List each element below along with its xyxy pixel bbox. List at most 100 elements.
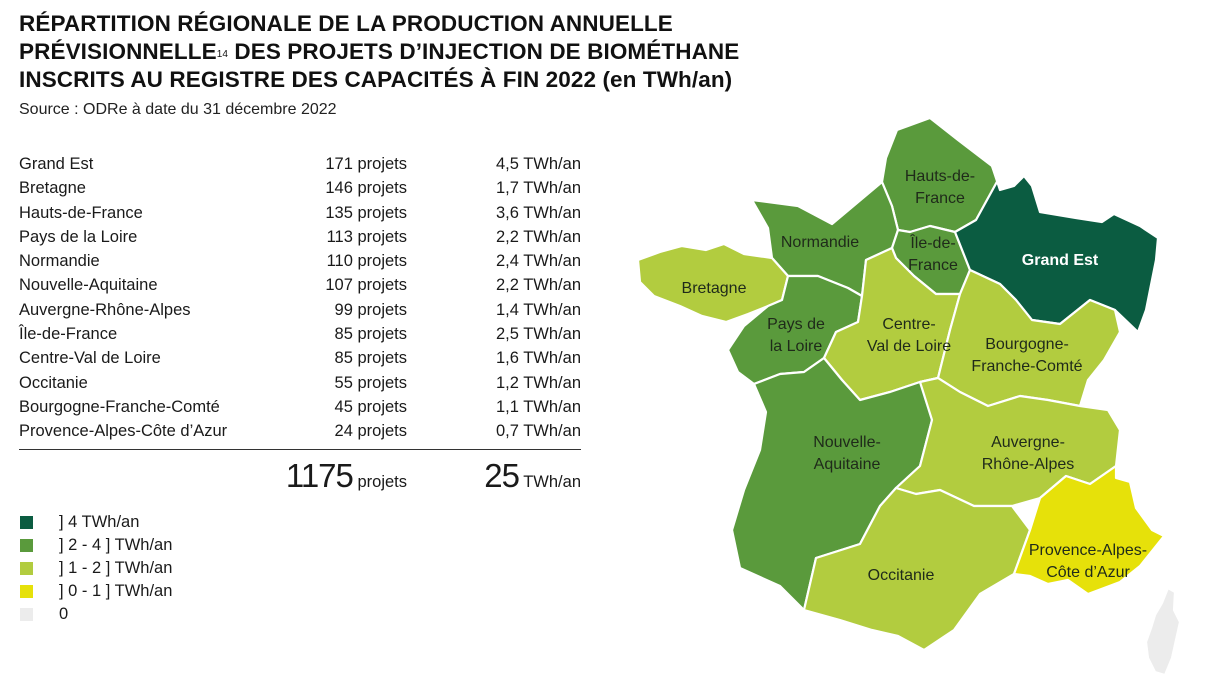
row-region: Île-de-France <box>19 325 118 344</box>
legend-label: ] 2 - 4 ] TWh/an <box>59 536 173 554</box>
legend-label: 0 <box>59 605 69 623</box>
map-label-line: France <box>908 257 958 274</box>
row-projects: 135 projets <box>325 203 407 222</box>
row-production: 4,5 TWh/an <box>496 155 581 173</box>
table-row: Bourgogne-Franche-Comté 45 projets 1,1 TWh… <box>19 398 581 422</box>
row-projects: 45 projets <box>334 397 407 416</box>
row-projects: 113 projets <box>326 227 407 246</box>
table-row: Normandie 110 projets 2,4 TWh/an <box>19 252 581 276</box>
france-regions-map: Hauts-de- France Normandie Île-de- France Gra… <box>620 110 1205 698</box>
map-label-line: Grand Est <box>1021 252 1099 269</box>
legend-swatch <box>20 585 33 598</box>
table-row: Bretagne 146 projets 1,7 TWh/an <box>19 179 581 203</box>
region-corse[interactable] <box>1144 586 1182 677</box>
map-label-centre-val-de-loire: Centre- Val de Loire <box>867 314 951 358</box>
row-production: 1,4 TWh/an <box>496 300 581 319</box>
map-label-normandie: Normandie <box>781 232 859 254</box>
row-projects: 24 projets <box>334 422 407 441</box>
row-production: 2,2 TWh/an <box>496 227 581 246</box>
row-production: 1,1 TWh/an <box>496 397 581 416</box>
title-line-3-text: INSCRITS AU REGISTRE DES CAPACITÉS À FIN… <box>19 67 603 92</box>
row-production: 3,6 TWh/an <box>496 203 581 222</box>
map-label-auvergne-rhone-alpes: Auvergne- Rhône-Alpes <box>982 432 1075 476</box>
map-label-bourgogne-franche-comte: Bourgogne- Franche-Comté <box>971 334 1082 378</box>
table-row: Nouvelle-Aquitaine 107 projets 2,2 TWh/an <box>19 276 581 300</box>
legend-swatch <box>20 562 33 575</box>
row-region: Normandie <box>19 252 100 271</box>
map-label-provence-alpes-cote-d-azur: Provence-Alpes- Côte d’Azur <box>1029 540 1147 584</box>
region-occitanie[interactable] <box>802 486 1032 652</box>
legend-swatch <box>20 539 33 552</box>
title-line-2-end: DES PROJETS D’INJECTION DE BIOMÉTHANE <box>228 39 740 64</box>
map-label-line: Centre- <box>882 316 936 333</box>
title-line-2: PRÉVISIONNELLE14 DES PROJETS D’INJECTION… <box>19 38 839 66</box>
row-production: 1,2 TWh/an <box>496 373 581 392</box>
legend-label: ] 0 - 1 ] TWh/an <box>59 582 173 600</box>
row-production: 2,5 TWh/an <box>496 325 581 344</box>
row-projects: 110 projets <box>326 252 407 271</box>
row-production: 1,6 TWh/an <box>496 349 581 368</box>
row-region: Hauts-de-France <box>19 203 143 222</box>
row-production: 2,4 TWh/an <box>496 252 581 271</box>
map-label-line: Provence-Alpes- <box>1028 542 1148 559</box>
legend-label: ] 4 TWh/an <box>59 513 140 531</box>
row-region: Bourgogne-Franche-Comté <box>19 397 220 416</box>
legend-swatch <box>20 608 33 621</box>
row-projects: 85 projets <box>334 325 407 344</box>
total-production-unit: TWh/an <box>518 473 581 491</box>
row-region: Nouvelle-Aquitaine <box>19 276 158 295</box>
map-label-line: Hauts-de- <box>904 168 976 185</box>
footnote-marker: 14 <box>216 49 229 60</box>
row-production: 2,2 TWh/an <box>496 276 581 295</box>
row-projects: 171 projets <box>325 155 407 173</box>
table-row: Occitanie 55 projets 1,2 TWh/an <box>19 374 581 398</box>
table-row: Auvergne-Rhône-Alpes 99 projets 1,4 TWh/an <box>19 301 581 325</box>
table-row: Pays de la Loire 113 projets 2,2 TWh/an <box>19 228 581 252</box>
row-region: Auvergne-Rhône-Alpes <box>19 300 191 319</box>
map-label-line: Auvergne- <box>991 434 1065 451</box>
table-row: Hauts-de-France 135 projets 3,6 TWh/an <box>19 204 581 228</box>
map-label-occitanie: Occitanie <box>868 565 935 587</box>
title-line-1: RÉPARTITION RÉGIONALE DE LA PRODUCTION A… <box>19 11 673 36</box>
row-production: 0,7 TWh/an <box>496 422 581 441</box>
page-title: RÉPARTITION RÉGIONALE DE LA PRODUCTION A… <box>19 10 839 94</box>
map-label-line: Franche-Comté <box>971 358 1083 375</box>
title-line-3: INSCRITS AU REGISTRE DES CAPACITÉS À FIN… <box>19 66 839 94</box>
map-label-line: Normandie <box>780 234 860 251</box>
row-projects: 55 projets <box>334 373 407 392</box>
title-line-2-start: PRÉVISIONNELLE <box>19 39 217 64</box>
row-projects: 85 projets <box>334 349 407 368</box>
map-label-line: France <box>915 190 965 207</box>
row-region: Provence-Alpes-Côte d’Azur <box>19 422 228 441</box>
map-label-pays-de-la-loire: Pays de la Loire <box>767 314 825 358</box>
map-label-line: Val de Loire <box>866 338 952 355</box>
map-label-hauts-de-france: Hauts-de- France <box>905 166 975 210</box>
map-label-bretagne: Bretagne <box>682 278 747 300</box>
source-note: Source : ODRe à date du 31 décembre 2022 <box>19 101 337 118</box>
row-production: 1,7 TWh/an <box>496 179 581 198</box>
map-label-line: Côte d’Azur <box>1046 564 1130 581</box>
map-label-line: Aquitaine <box>813 456 881 473</box>
row-region: Occitanie <box>19 373 88 392</box>
table-row: Centre-Val de Loire 85 projets 1,6 TWh/an <box>19 349 581 373</box>
region-provence-alpes-cote-d-azur[interactable] <box>1012 464 1166 596</box>
row-region: Bretagne <box>19 179 86 198</box>
row-region: Pays de la Loire <box>19 227 138 246</box>
table-row: Île-de-France 85 projets 2,5 TWh/an <box>19 325 581 349</box>
row-region: Grand Est <box>19 155 94 173</box>
legend-swatch <box>20 516 33 529</box>
table-row: Grand Est 171 projets 4,5 TWh/an <box>19 155 581 179</box>
france-map-svg <box>636 116 1182 677</box>
row-projects: 107 projets <box>325 276 407 295</box>
total-projects-unit: projets <box>352 473 407 491</box>
map-label-line: Île-de- <box>910 235 956 252</box>
row-projects: 146 projets <box>325 179 407 198</box>
row-projects: 99 projets <box>334 300 407 319</box>
total-production: 25 TWh/an <box>484 457 581 495</box>
regional-production-table: Grand Est 171 projets 4,5 TWh/an Bretagne 14… <box>19 155 581 447</box>
map-label-line: Occitanie <box>867 567 935 584</box>
map-label-line: Pays de <box>767 316 825 333</box>
map-label-line: la Loire <box>769 338 823 355</box>
total-projects: 1175 projets <box>286 457 407 495</box>
title-unit: (en TWh/an) <box>602 67 733 92</box>
